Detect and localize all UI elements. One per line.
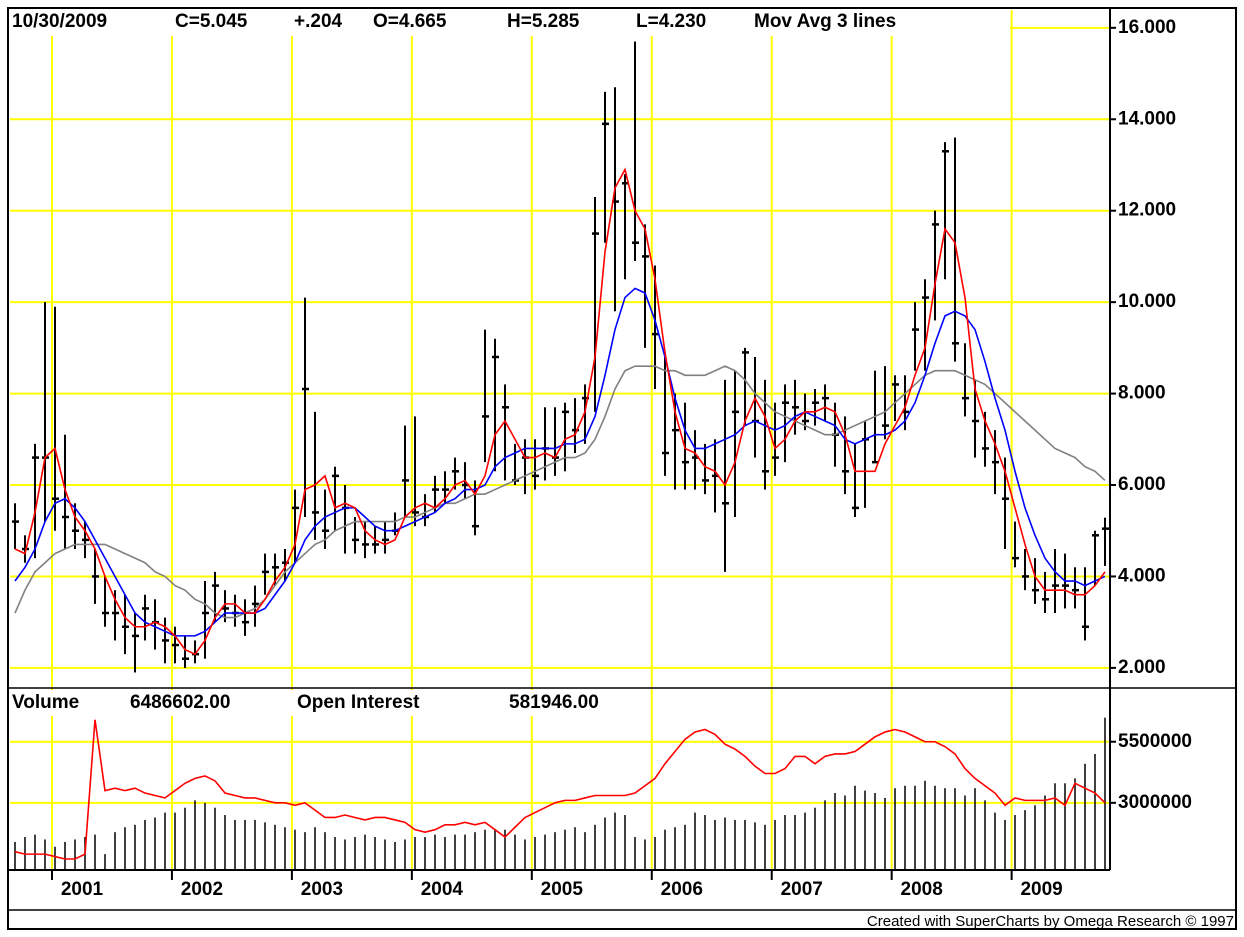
x-tick-label: 2006 xyxy=(661,879,703,900)
y-tick-label: 3000000 xyxy=(1118,792,1192,813)
header-high: H=5.285 xyxy=(507,11,580,32)
y-tick-label: 5500000 xyxy=(1118,731,1192,752)
y-tick-label: 8.000 xyxy=(1118,383,1166,404)
y-tick-label: 12.000 xyxy=(1118,200,1176,221)
header-date: 10/30/2009 xyxy=(12,11,107,32)
x-tick-label: 2004 xyxy=(421,879,464,900)
x-tick-label: 2002 xyxy=(181,879,223,900)
x-tick-label: 2008 xyxy=(901,879,943,900)
y-tick-label: 4.000 xyxy=(1118,565,1166,586)
footer: Created with SuperCharts by Omega Resear… xyxy=(867,913,1234,930)
y-tick-label: 2.000 xyxy=(1118,657,1166,678)
x-tick-label: 2005 xyxy=(541,879,584,900)
frame xyxy=(7,7,1237,930)
x-tick-label: 2003 xyxy=(301,879,343,900)
volume-value: 6486602.00 xyxy=(130,692,230,713)
x-tick-label: 2001 xyxy=(61,879,104,900)
header-bg xyxy=(10,10,1010,36)
header-change: +.204 xyxy=(294,11,343,32)
oi-value: 581946.00 xyxy=(509,692,599,713)
x-tick-label: 2009 xyxy=(1020,879,1062,900)
header-open: O=4.665 xyxy=(373,11,447,32)
header-low: L=4.230 xyxy=(636,11,706,32)
x-tick-label: 2007 xyxy=(781,879,823,900)
y-tick-label: 14.000 xyxy=(1118,108,1176,129)
y-tick-label: 16.000 xyxy=(1118,17,1176,38)
oi-label: Open Interest xyxy=(297,692,420,713)
marks xyxy=(12,41,1109,870)
header-study: Mov Avg 3 lines xyxy=(754,11,896,32)
y-tick-label: 10.000 xyxy=(1118,291,1176,312)
volume-header-bg xyxy=(10,690,650,716)
moving-average-line xyxy=(14,365,1106,619)
volume-label: Volume xyxy=(12,692,79,713)
header-close: C=5.045 xyxy=(175,11,248,32)
open-interest-line xyxy=(14,719,1106,860)
y-tick-label: 6.000 xyxy=(1118,474,1166,495)
grid xyxy=(10,10,1110,870)
moving-average-line xyxy=(14,287,1106,637)
moving-average-line xyxy=(14,167,1106,656)
